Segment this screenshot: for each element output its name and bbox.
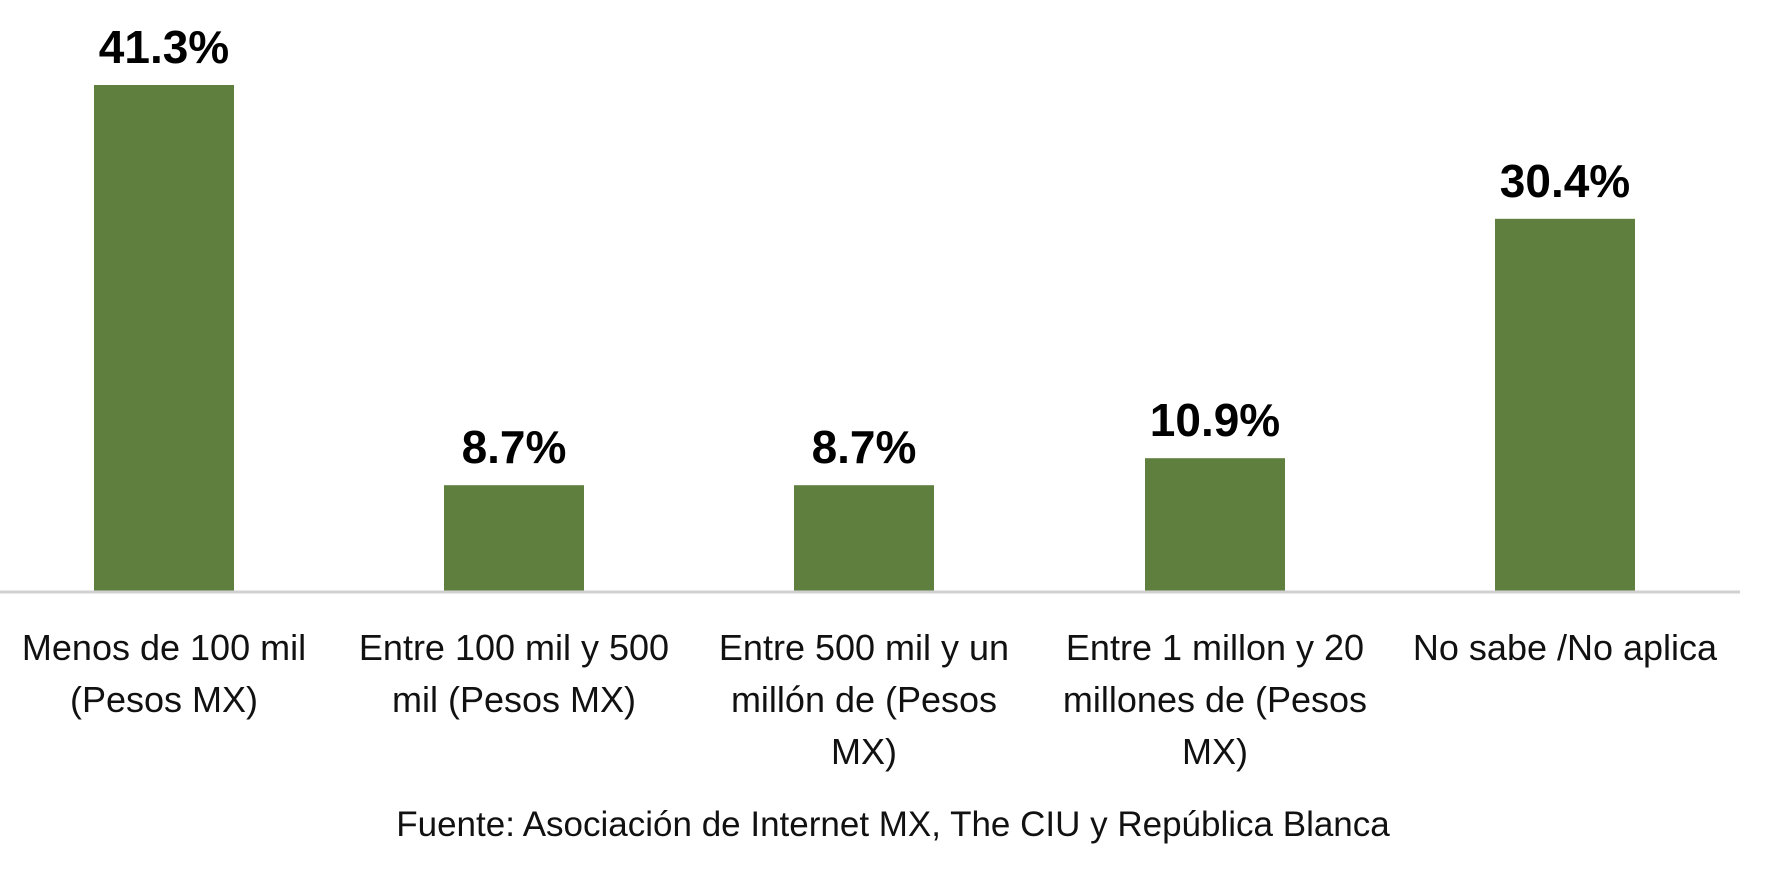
data-label-4: 10.9% [1150,394,1280,446]
data-label-5: 30.4% [1500,155,1630,207]
category-label-line: Entre 500 mil y un [719,627,1009,668]
category-label-5: No sabe /No aplica [1413,627,1718,668]
bar-2 [444,485,584,592]
data-label-2: 8.7% [462,421,567,473]
bar-1 [94,85,234,592]
bar-4 [1145,458,1285,592]
category-label-line: Entre 100 mil y 500 [359,627,669,668]
category-label-2: Entre 100 mil y 500 mil (Pesos MX) [359,627,669,720]
category-label-line: millones de (Pesos [1063,679,1367,720]
category-label-4: Entre 1 millon y 20 millones de (Pesos MX) [1063,627,1367,772]
category-label-line: Entre 1 millon y 20 [1066,627,1364,668]
category-label-3: Entre 500 mil y un millón de (Pesos MX) [719,627,1009,772]
bars-group [94,85,1635,592]
category-label-line: Menos de 100 mil [22,627,306,668]
bar-3 [794,485,934,592]
data-label-3: 8.7% [812,421,917,473]
value-labels-group: 41.3% 8.7% 8.7% 10.9% 30.4% [99,21,1630,473]
category-label-line: No sabe /No aplica [1413,627,1718,668]
data-label-1: 41.3% [99,21,229,73]
category-label-1: Menos de 100 mil (Pesos MX) [22,627,306,720]
category-label-line: mil (Pesos MX) [392,679,636,720]
category-label-line: (Pesos MX) [70,679,258,720]
category-label-line: MX) [1182,731,1248,772]
category-label-line: millón de (Pesos [731,679,997,720]
source-note: Fuente: Asociación de Internet MX, The C… [396,805,1390,844]
bar-5 [1495,218,1635,592]
category-labels-group: Menos de 100 mil (Pesos MX) Entre 100 mil … [22,627,1718,772]
category-label-line: MX) [831,731,897,772]
